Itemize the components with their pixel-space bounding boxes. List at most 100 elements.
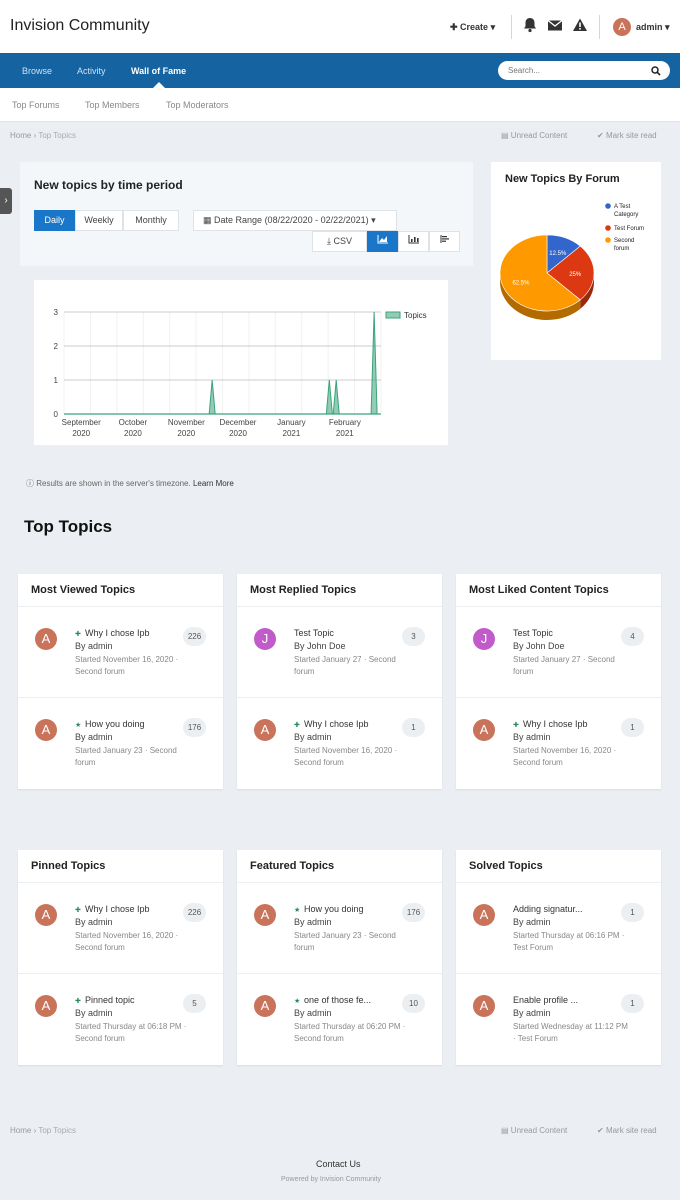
area-chart-button[interactable] (367, 231, 398, 252)
date-range-dropdown[interactable]: ▦ Date Range (08/22/2020 - 02/22/2021) ▾ (193, 210, 397, 231)
table-view-button[interactable] (429, 231, 460, 252)
topic-author[interactable]: By admin (75, 917, 113, 927)
topic-list-item[interactable]: A ✚ Pinned topic By admin Started Thursday a… (18, 974, 223, 1064)
topic-list-item[interactable]: A ✚ Why I chose Ipb By admin Started Novembe… (18, 607, 223, 697)
legend-swatch (385, 311, 401, 319)
topic-author[interactable]: By admin (294, 732, 332, 742)
topic-title[interactable]: Test Topic (294, 628, 334, 638)
topic-list-item[interactable]: A ✚ Why I chose Ipb By admin Started Novembe… (456, 698, 661, 788)
bar-chart-button[interactable] (398, 231, 429, 252)
topic-title[interactable]: ✚ Why I chose Ipb (75, 628, 150, 638)
envelope-icon[interactable] (547, 17, 563, 35)
author-avatar[interactable]: A (473, 719, 495, 741)
author-avatar[interactable]: A (254, 719, 276, 741)
topic-title[interactable]: Test Topic (513, 628, 553, 638)
warning-icon[interactable] (572, 17, 588, 35)
site-title[interactable]: Invision Community (10, 17, 150, 34)
unread-content-link[interactable]: ▤ Unread Content (501, 131, 567, 140)
topic-list-item[interactable]: A Adding signatur... By admin Started Thurs… (456, 883, 661, 973)
topic-title[interactable]: ✚ Pinned topic (75, 995, 135, 1005)
topic-list-item[interactable]: A Enable profile ... By admin Started Wedne… (456, 974, 661, 1064)
top-topics-heading: Top Topics (24, 517, 113, 536)
sidebar-toggle-button[interactable]: › (0, 188, 12, 214)
author-avatar[interactable]: A (473, 904, 495, 926)
author-avatar[interactable]: A (35, 719, 57, 741)
topic-author[interactable]: By John Doe (294, 641, 346, 651)
topic-list-item[interactable]: A ✚ Why I chose Ipb By admin Started Novembe… (18, 883, 223, 973)
weekly-button[interactable]: Weekly (75, 210, 123, 231)
topic-list-item[interactable]: A ✚ Why I chose Ipb By admin Started Novembe… (237, 698, 442, 788)
topic-title[interactable]: Enable profile ... (513, 995, 578, 1005)
subnav-top-members[interactable]: Top Members (85, 100, 140, 110)
search-input[interactable] (498, 61, 670, 80)
topic-card: Pinned Topics A ✚ Why I chose Ipb By admin St… (18, 850, 223, 1065)
author-avatar[interactable]: A (254, 904, 276, 926)
topic-title[interactable]: Adding signatur... (513, 904, 583, 914)
topic-list-item[interactable]: A ★ one of those fe... By admin Started Thur… (237, 974, 442, 1064)
topic-author[interactable]: By admin (75, 641, 113, 651)
author-avatar[interactable]: A (473, 995, 495, 1017)
topic-meta: Started January 27 · Second forum (294, 655, 396, 676)
topics-area-chart: 0 1 2 3 September 2020 October 2020 November 2020… (54, 308, 427, 438)
unread-content-link[interactable]: ▤ Unread Content (501, 1126, 567, 1135)
nav-tab-browse[interactable]: Browse (22, 66, 53, 76)
topic-author[interactable]: By admin (513, 732, 551, 742)
search-icon[interactable] (651, 66, 661, 76)
topic-author[interactable]: By admin (513, 1008, 551, 1018)
card-title: Pinned Topics (31, 860, 106, 872)
topic-list-item[interactable]: J Test Topic By John Doe Started January 27… (237, 607, 442, 697)
topic-meta: Started November 16, 2020 · Second forum (75, 655, 179, 676)
topic-list-item[interactable]: J Test Topic By John Doe Started January 27… (456, 607, 661, 697)
topic-author[interactable]: By admin (294, 917, 332, 927)
user-avatar[interactable]: A (613, 18, 631, 36)
monthly-button[interactable]: Monthly (123, 210, 179, 231)
mark-site-read-link[interactable]: ✔ Mark site read (597, 131, 657, 140)
author-avatar[interactable]: A (35, 904, 57, 926)
x-tick-label: November (168, 418, 205, 427)
mark-site-read-link[interactable]: ✔ Mark site read (597, 1126, 657, 1135)
author-avatar[interactable]: J (473, 628, 495, 650)
nav-tab-wall-of-fame[interactable]: Wall of Fame (131, 66, 187, 76)
topic-count-badge: 176 (183, 718, 206, 737)
author-avatar[interactable]: J (254, 628, 276, 650)
topic-title[interactable]: ✚ Why I chose Ipb (513, 719, 588, 729)
subnav-top-moderators[interactable]: Top Moderators (166, 100, 229, 110)
topic-title[interactable]: ✚ Why I chose Ipb (75, 904, 150, 914)
calendar-icon: ▦ (203, 215, 212, 225)
topic-count-badge: 1 (402, 718, 425, 737)
topic-count-badge: 4 (621, 627, 644, 646)
topic-author[interactable]: By John Doe (513, 641, 565, 651)
user-menu[interactable]: admin ▾ (636, 22, 670, 32)
pin-icon: ✚ (75, 631, 81, 638)
topic-author[interactable]: By admin (513, 917, 551, 927)
contact-us-link[interactable]: Contact Us (316, 1159, 361, 1169)
breadcrumb-home[interactable]: Home (10, 131, 32, 140)
breadcrumb-home[interactable]: Home (10, 1126, 32, 1135)
author-avatar[interactable]: A (35, 995, 57, 1017)
topic-title[interactable]: ★ one of those fe... (294, 995, 371, 1005)
unread-label: Unread Content (510, 1126, 568, 1135)
topic-meta: Started January 23 · Second forum (75, 746, 177, 767)
topic-title[interactable]: ★ How you doing (294, 904, 364, 914)
nav-tab-activity[interactable]: Activity (77, 66, 106, 76)
topic-list-item[interactable]: A ★ How you doing By admin Started January 2… (18, 698, 223, 788)
author-avatar[interactable]: A (254, 995, 276, 1017)
topic-author[interactable]: By admin (75, 1008, 113, 1018)
csv-download-button[interactable]: ⤓ CSV (312, 231, 367, 252)
stats-title: New topics by time period (34, 178, 183, 192)
author-avatar[interactable]: A (35, 628, 57, 650)
topic-title[interactable]: ✚ Why I chose Ipb (294, 719, 369, 729)
topic-title[interactable]: ★ How you doing (75, 719, 145, 729)
daily-button[interactable]: Daily (34, 210, 75, 231)
topic-list-item[interactable]: A ★ How you doing By admin Started January 2… (237, 883, 442, 973)
topic-card: Featured Topics A ★ How you doing By admin St… (237, 850, 442, 1065)
bell-icon[interactable] (523, 17, 539, 35)
y-tick-label: 3 (54, 308, 59, 317)
create-button[interactable]: ✚ Create ▾ (450, 22, 496, 32)
active-tab-caret (153, 82, 165, 88)
topic-author[interactable]: By admin (294, 1008, 332, 1018)
powered-by[interactable]: Powered by Invision Community (281, 1176, 381, 1183)
learn-more-link[interactable]: Learn More (192, 479, 234, 488)
subnav-top-forums[interactable]: Top Forums (12, 100, 60, 110)
topic-author[interactable]: By admin (75, 732, 113, 742)
